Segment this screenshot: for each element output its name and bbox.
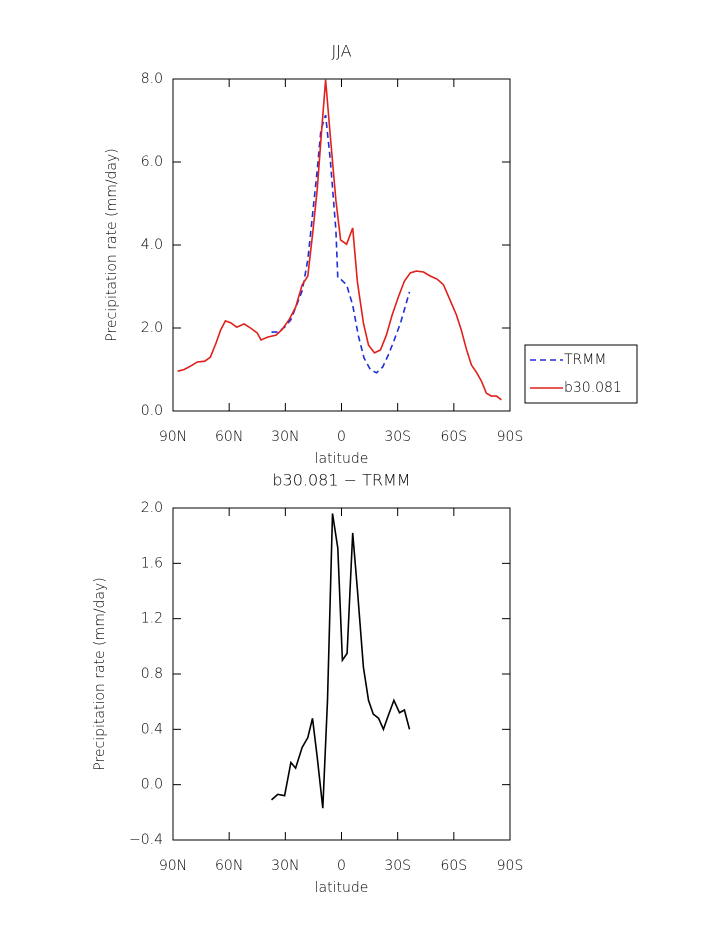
x-tick-label: 90N — [159, 429, 187, 445]
legend-label: b30.081 — [564, 380, 622, 396]
y-tick-label: 6.0 — [141, 154, 163, 170]
chart-title: JJA — [331, 42, 351, 61]
y-tick-label: −0.4 — [129, 832, 163, 848]
chart-title: b30.081 − TRMM — [272, 471, 410, 490]
y-tick-label: 4.0 — [141, 237, 163, 253]
x-tick-label: 0 — [337, 429, 346, 445]
x-tick-label: 90S — [497, 429, 524, 445]
plot-frame — [172, 78, 511, 412]
data-line — [270, 513, 411, 809]
legend-frame — [524, 344, 638, 404]
plot-frame — [172, 507, 511, 841]
x-tick-label: 60S — [440, 429, 467, 445]
x-axis-label: latitude — [315, 880, 369, 896]
y-tick-label: 0.0 — [141, 777, 163, 793]
x-axis-label: latitude — [315, 451, 369, 467]
y-tick-label: 0.0 — [141, 403, 163, 419]
data-line — [271, 114, 411, 374]
y-tick-label: 8.0 — [141, 71, 163, 87]
x-tick-label: 60N — [215, 429, 243, 445]
y-tick-label: 0.4 — [141, 721, 163, 737]
x-tick-label: 30N — [271, 858, 299, 874]
data-line — [177, 79, 502, 401]
y-tick-label: 2.0 — [141, 500, 163, 516]
x-tick-label: 60N — [215, 858, 243, 874]
legend-label: TRMM — [564, 352, 606, 368]
y-tick-label: 1.2 — [141, 611, 163, 627]
x-tick-label: 30S — [384, 429, 411, 445]
x-tick-label: 30N — [271, 429, 299, 445]
y-axis-label: Precipitation rate (mm/day) — [104, 148, 120, 342]
x-tick-label: 30S — [384, 858, 411, 874]
x-tick-label: 90N — [159, 858, 187, 874]
y-axis-label: Precipitation rate (mm/day) — [92, 577, 108, 771]
x-tick-label: 60S — [440, 858, 467, 874]
y-tick-label: 0.8 — [141, 666, 163, 682]
x-tick-label: 0 — [337, 858, 346, 874]
x-tick-label: 90S — [497, 858, 524, 874]
y-tick-label: 1.6 — [141, 555, 163, 571]
y-tick-label: 2.0 — [141, 320, 163, 336]
